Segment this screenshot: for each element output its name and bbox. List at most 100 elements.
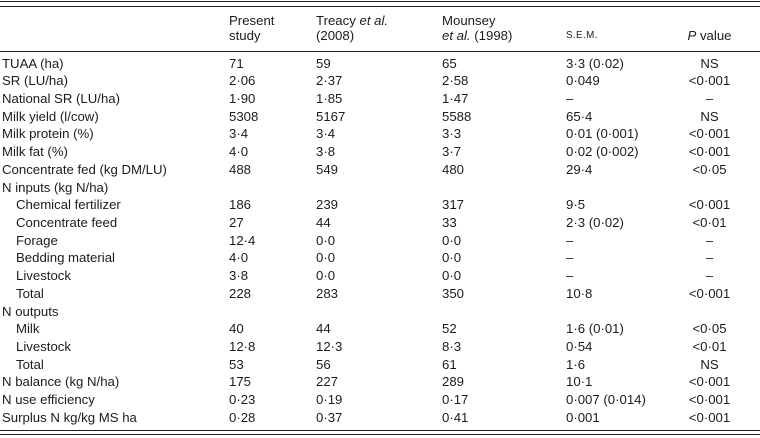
cell-pvalue: – (705, 90, 714, 106)
cell-treacy-2008: 0·37 (316, 409, 343, 425)
cell-treacy-2008: 0·0 (316, 250, 336, 266)
cell-treacy-2008: 239 (316, 197, 339, 213)
row-label: Livestock (16, 339, 71, 354)
cell-mounsey-1998 (442, 303, 566, 321)
cell-sem: 0·049 (566, 73, 600, 89)
header-treacy-line1: Treacy et al. (316, 13, 442, 29)
column-header-pvalue: P value (659, 28, 760, 44)
row-label: Chemical fertilizer (16, 197, 121, 213)
header-mounsey-etal: et al. (442, 28, 471, 43)
cell-mounsey-1998 (442, 179, 566, 197)
header-mounsey-name: Mounsey (442, 12, 496, 28)
cell-pvalue: NS (700, 108, 719, 124)
row-label: Forage (16, 232, 58, 248)
cell-sem: 1·6 (0·01) (566, 321, 624, 337)
cell-treacy-2008: 0·19 (316, 392, 343, 408)
cell-mounsey-1998: 61 (442, 356, 457, 372)
row-label: N balance (kg N/ha) (2, 374, 120, 390)
cell-present-study: 40 (229, 321, 244, 337)
header-mounsey-year: (1998) (470, 28, 513, 43)
cell-pvalue: <0·001 (688, 73, 731, 89)
cell-pvalue: <0·001 (688, 409, 731, 425)
row-label: Milk protein (%) (2, 126, 94, 142)
cell-treacy-2008 (316, 179, 442, 197)
table-row: Forage 12·4 0·0 0·0 – – (0, 232, 760, 250)
cell-pvalue: <0·001 (688, 285, 731, 301)
header-treacy-name: Treacy (316, 12, 360, 28)
table-row: Total 53 56 61 1·6 NS (0, 356, 760, 374)
table-row: N balance (kg N/ha) 175 227 289 10·1 <0·… (0, 373, 760, 391)
cell-mounsey-1998: 1·47 (442, 90, 469, 106)
row-label: Concentrate feed (16, 214, 118, 230)
table-bottom-rule (0, 429, 760, 436)
cell-mounsey-1998: 65 (442, 55, 457, 71)
cell-sem: 2·3 (0·02) (566, 214, 624, 230)
cell-mounsey-1998: 52 (442, 321, 457, 337)
row-label: SR (LU/ha) (2, 73, 68, 89)
cell-pvalue: <0·05 (692, 161, 727, 177)
table-row: TUAA (ha) 71 59 65 3·3 (0·02) NS (0, 55, 760, 73)
cell-sem: 0·02 (0·002) (566, 144, 639, 160)
cell-mounsey-1998: 2·58 (442, 73, 469, 89)
column-header-sem: S.E.M. (566, 28, 659, 44)
cell-treacy-2008: 44 (316, 321, 331, 337)
header-sem-label: S.E.M. (566, 30, 598, 41)
cell-treacy-2008: 549 (316, 161, 339, 177)
cell-pvalue: NS (700, 55, 719, 71)
cell-pvalue: NS (700, 356, 719, 372)
cell-pvalue (659, 179, 760, 197)
cell-present-study: 4·0 (229, 250, 249, 266)
table-row: Livestock 3·8 0·0 0·0 – – (0, 267, 760, 285)
cell-treacy-2008: 3·8 (316, 144, 336, 160)
cell-pvalue: <0·01 (692, 214, 727, 230)
cell-present-study: 175 (229, 374, 252, 390)
row-label: Total (16, 356, 44, 372)
table-body: TUAA (ha) 71 59 65 3·3 (0·02) NS SR (LU/… (0, 52, 760, 430)
cell-treacy-2008: 59 (316, 55, 331, 71)
table-row: N use efficiency 0·23 0·19 0·17 0·007 (0… (0, 391, 760, 409)
cell-present-study: 1·90 (229, 90, 256, 106)
cell-present-study: 2·06 (229, 73, 256, 89)
row-label: N outputs (2, 303, 59, 319)
cell-present-study: 12·8 (229, 339, 256, 354)
cell-mounsey-1998: 289 (442, 374, 465, 390)
cell-pvalue (659, 303, 760, 321)
column-header-treacy-2008: Treacy et al. (2008) (316, 13, 442, 44)
table-row: Concentrate fed (kg DM/LU) 488 549 480 2… (0, 161, 760, 179)
table-row: SR (LU/ha) 2·06 2·37 2·58 0·049 <0·001 (0, 72, 760, 90)
cell-pvalue: – (705, 250, 714, 266)
cell-pvalue: <0·001 (688, 126, 731, 142)
table-row: Surplus N kg/kg MS ha 0·28 0·37 0·41 0·0… (0, 409, 760, 427)
cell-present-study: 27 (229, 214, 244, 230)
row-label: Livestock (16, 268, 71, 284)
cell-present-study: 71 (229, 55, 244, 71)
cell-sem: – (566, 268, 574, 284)
cell-treacy-2008: 283 (316, 285, 339, 301)
header-present-line2: study (229, 28, 261, 43)
row-label: N use efficiency (2, 392, 95, 408)
cell-mounsey-1998: 0·17 (442, 392, 469, 408)
cell-present-study: 228 (229, 285, 252, 301)
header-treacy-year: (2008) (316, 28, 355, 43)
cell-sem (566, 179, 659, 197)
table-row: Bedding material 4·0 0·0 0·0 – – (0, 249, 760, 267)
cell-mounsey-1998: 0·0 (442, 268, 462, 284)
cell-pvalue: <0·001 (688, 392, 731, 408)
header-pvalue-label: P value (659, 28, 760, 44)
header-p-italic: P (687, 28, 697, 43)
column-header-present-study: Present study (229, 13, 316, 44)
row-label: TUAA (ha) (2, 55, 64, 71)
cell-sem: 0·01 (0·001) (566, 126, 639, 142)
table-row: Milk yield (l/cow) 5308 5167 5588 65·4 N… (0, 108, 760, 126)
header-mounsey-line2: et al. (1998) (442, 28, 566, 44)
cell-treacy-2008: 12·3 (316, 339, 343, 354)
table-row: Milk fat (%) 4·0 3·8 3·7 0·02 (0·002) <0… (0, 143, 760, 161)
cell-present-study (229, 179, 316, 197)
table-row: Milk 40 44 52 1·6 (0·01) <0·05 (0, 320, 760, 338)
column-header-mounsey-1998: Mounsey et al. (1998) (442, 13, 566, 44)
table-row: Livestock 12·8 12·3 8·3 0·54 <0·01 (0, 338, 760, 356)
cell-present-study: 0·28 (229, 409, 256, 425)
row-label: Total (16, 285, 44, 301)
cell-pvalue: <0·001 (688, 374, 731, 390)
